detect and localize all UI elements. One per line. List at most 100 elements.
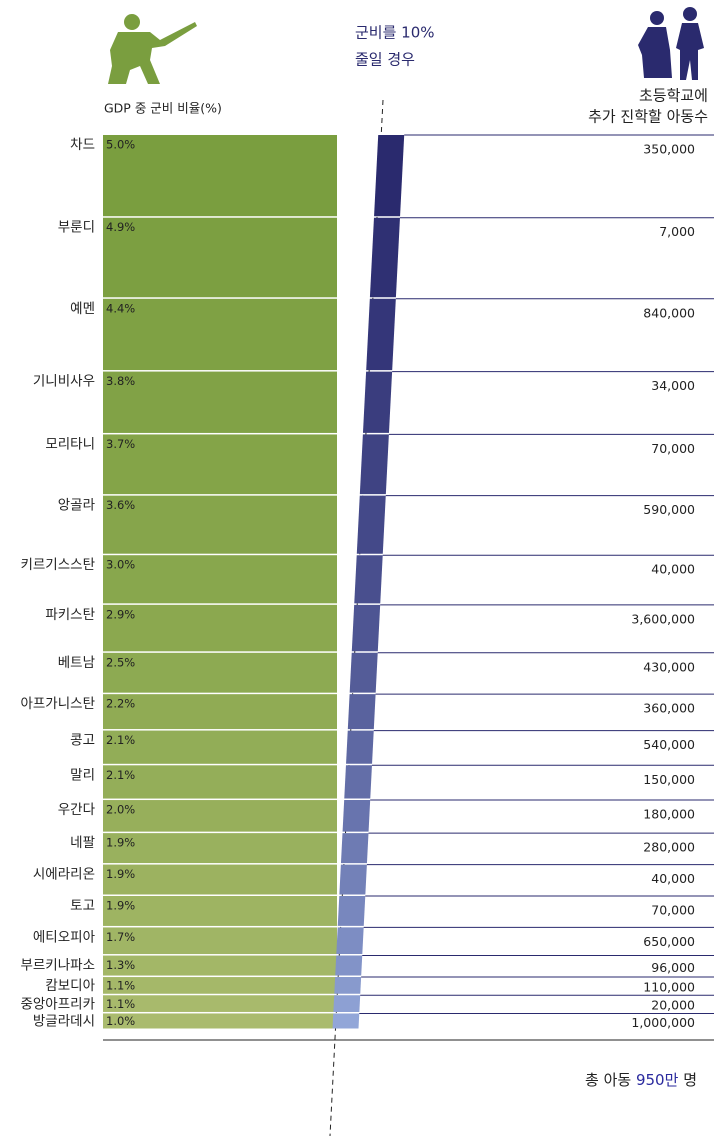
bar	[103, 927, 337, 955]
value-label: 2.1%	[106, 768, 135, 782]
value-label: 3.6%	[106, 498, 135, 512]
category-label: 말리	[70, 767, 95, 783]
right-label: 초등학교에	[639, 87, 708, 105]
category-label: 네팔	[70, 835, 95, 851]
strip	[349, 652, 378, 693]
bar	[103, 864, 337, 895]
soldier-icon	[108, 14, 197, 84]
value-label: 1.7%	[106, 930, 135, 944]
bar	[103, 555, 337, 604]
value-label: 2.5%	[106, 655, 135, 669]
children-label: 40,000	[651, 562, 695, 577]
children-label: 350,000	[643, 142, 695, 157]
strip	[362, 371, 393, 433]
strip	[335, 955, 363, 976]
strip	[359, 434, 389, 495]
category-label: 중앙아프리카	[20, 996, 95, 1012]
value-label: 2.2%	[106, 697, 135, 711]
strip	[332, 1013, 360, 1029]
right-label: 추가 진학할 아동수	[588, 108, 708, 126]
children-label: 3,600,000	[631, 611, 695, 626]
total-suffix: 명	[683, 1071, 697, 1089]
category-label: 콩고	[70, 733, 95, 749]
bar	[103, 298, 337, 371]
strip	[333, 995, 361, 1012]
value-label: 1.9%	[106, 867, 135, 881]
annotation: 줄일 경우	[355, 51, 415, 69]
bar	[103, 604, 337, 652]
children-label: 360,000	[643, 701, 695, 716]
category-label: 키르기스스탄	[20, 557, 95, 573]
children-label: 70,000	[651, 902, 695, 917]
children-label: 20,000	[651, 998, 695, 1013]
value-label: 3.7%	[106, 437, 135, 451]
bar	[103, 977, 337, 994]
strip	[337, 895, 366, 926]
bar	[103, 833, 337, 864]
strip	[342, 800, 371, 832]
children-label: 650,000	[643, 934, 695, 949]
value-label: 5.0%	[106, 138, 135, 152]
category-label: 부룬디	[58, 220, 95, 236]
category-label: 차드	[70, 137, 95, 153]
children-label: 70,000	[651, 441, 695, 456]
bar	[103, 765, 337, 799]
total-text: 총 아동 950만 명	[585, 1071, 697, 1089]
strip	[354, 555, 383, 604]
total-value: 950만	[636, 1071, 679, 1089]
category-label: 부르키나파소	[20, 958, 95, 974]
category-label: 모리타니	[45, 436, 95, 452]
value-label: 1.0%	[106, 1014, 135, 1028]
children-label: 7,000	[659, 224, 695, 239]
category-label: 시에라리온	[33, 867, 95, 883]
children-label: 590,000	[643, 502, 695, 517]
category-label: 아프가니스탄	[20, 696, 95, 712]
strip	[334, 977, 362, 994]
category-label: 토고	[70, 898, 95, 914]
value-label: 3.8%	[106, 374, 135, 388]
total-prefix: 총 아동	[585, 1071, 631, 1089]
bar	[103, 730, 337, 764]
bar	[103, 434, 337, 495]
strip	[346, 730, 374, 764]
category-label: 캄보디아	[45, 978, 95, 994]
strip	[366, 298, 396, 371]
category-label: 기니비사우	[33, 374, 95, 390]
strip	[369, 217, 400, 298]
category-label: 앙골라	[58, 498, 96, 514]
value-label: 4.9%	[106, 220, 135, 234]
strip	[344, 765, 372, 799]
category-label: 방글라데시	[33, 1014, 95, 1030]
bar	[103, 652, 337, 693]
children-label: 280,000	[643, 840, 695, 855]
value-label: 1.3%	[106, 958, 135, 972]
children-label: 150,000	[643, 772, 695, 787]
bar	[103, 135, 337, 217]
bar	[103, 800, 337, 832]
bar	[103, 895, 337, 926]
value-label: 3.0%	[106, 558, 135, 572]
bar	[103, 955, 337, 976]
children-icon	[638, 7, 704, 80]
children-label: 430,000	[643, 659, 695, 674]
bar	[103, 1013, 337, 1029]
category-label: 예멘	[70, 301, 95, 317]
children-label: 110,000	[643, 979, 695, 994]
strip	[356, 495, 386, 554]
category-label: 베트남	[58, 655, 95, 671]
bar	[103, 995, 337, 1012]
bar	[103, 371, 337, 433]
bar	[103, 694, 337, 730]
children-label: 840,000	[643, 305, 695, 320]
value-label: 1.1%	[106, 997, 135, 1011]
value-label: 1.9%	[106, 898, 135, 912]
children-label: 96,000	[651, 960, 695, 975]
bar	[103, 217, 337, 298]
category-label: 에티오피아	[33, 929, 96, 945]
value-label: 1.1%	[106, 979, 135, 993]
value-label: 2.9%	[106, 607, 135, 621]
category-label: 파키스탄	[45, 607, 95, 623]
strip	[374, 135, 405, 217]
left-label: GDP 중 군비 비율(%)	[104, 101, 222, 116]
